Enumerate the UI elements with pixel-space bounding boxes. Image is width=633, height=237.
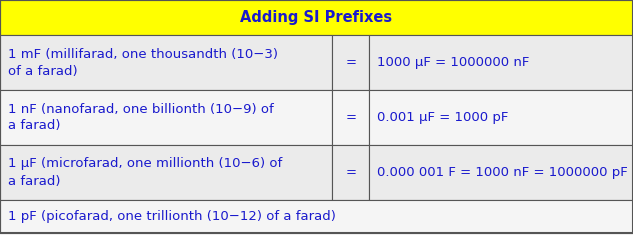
Bar — [0, 200, 633, 233]
Text: 1 nF (nanofarad, one billionth (10−9) of
a farad): 1 nF (nanofarad, one billionth (10−9) of… — [8, 102, 274, 132]
Bar — [0, 0, 633, 35]
Text: =: = — [345, 111, 356, 124]
Bar — [369, 145, 633, 200]
Bar — [0, 145, 332, 200]
Text: 1000 μF = 1000000 nF: 1000 μF = 1000000 nF — [377, 56, 530, 69]
Bar — [0, 90, 332, 145]
Text: 1 mF (millifarad, one thousandth (10−3)
of a farad): 1 mF (millifarad, one thousandth (10−3) … — [8, 47, 279, 77]
Text: 0.001 μF = 1000 pF: 0.001 μF = 1000 pF — [377, 111, 509, 124]
Text: 1 pF (picofarad, one trillionth (10−12) of a farad): 1 pF (picofarad, one trillionth (10−12) … — [8, 210, 336, 223]
Text: =: = — [345, 56, 356, 69]
Bar — [332, 145, 369, 200]
Bar — [369, 90, 633, 145]
Text: 1 μF (microfarad, one millionth (10−6) of
a farad): 1 μF (microfarad, one millionth (10−6) o… — [8, 158, 282, 187]
Text: =: = — [345, 166, 356, 179]
Bar — [332, 90, 369, 145]
Bar — [332, 35, 369, 90]
Bar — [0, 35, 332, 90]
Bar — [369, 35, 633, 90]
Text: Adding SI Prefixes: Adding SI Prefixes — [241, 10, 392, 25]
Text: 0.000 001 F = 1000 nF = 1000000 pF: 0.000 001 F = 1000 nF = 1000000 pF — [377, 166, 628, 179]
